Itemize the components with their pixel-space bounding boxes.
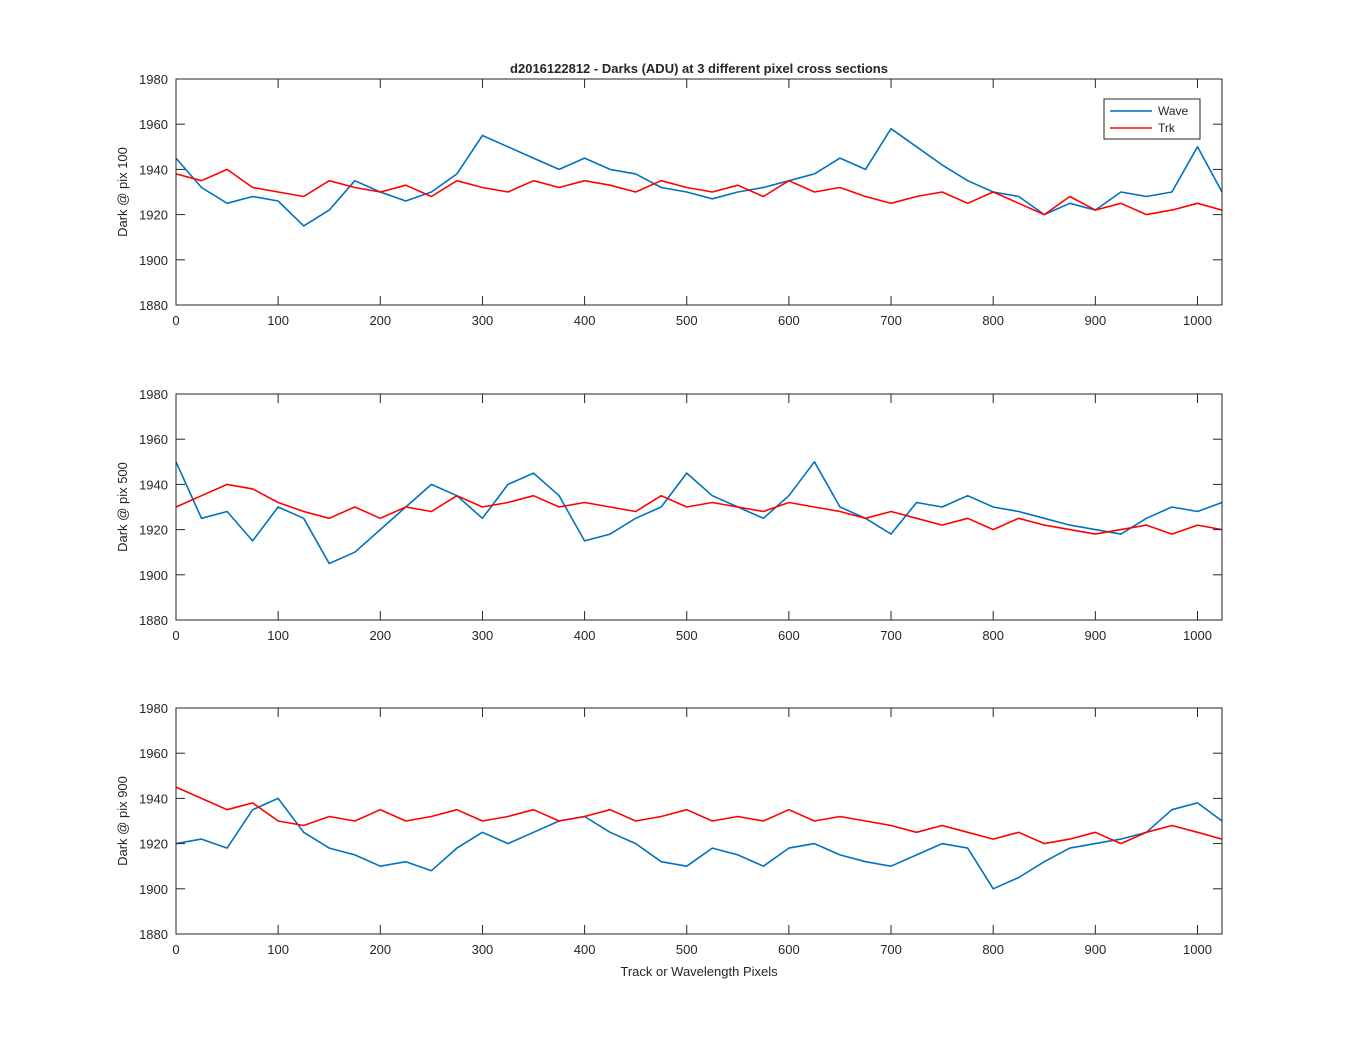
y-tick-label: 1900: [139, 253, 168, 268]
x-tick-label: 700: [880, 628, 902, 643]
x-tick-label: 900: [1084, 313, 1106, 328]
legend: Wave Trk: [1103, 98, 1201, 140]
legend-label-wave: Wave: [1158, 104, 1189, 118]
plot-area: [176, 79, 1222, 305]
y-tick-label: 1900: [139, 568, 168, 583]
y-tick-label: 1980: [139, 701, 168, 716]
x-tick-label: 500: [676, 313, 698, 328]
legend-label-trk: Trk: [1158, 121, 1176, 135]
x-tick-label: 900: [1084, 942, 1106, 957]
x-tick-label: 600: [778, 628, 800, 643]
x-tick-label: 300: [472, 942, 494, 957]
x-tick-label: 100: [267, 313, 289, 328]
x-axis-label: Track or Wavelength Pixels: [620, 964, 778, 979]
x-tick-label: 700: [880, 313, 902, 328]
x-tick-label: 0: [172, 313, 179, 328]
x-tick-label: 1000: [1183, 628, 1212, 643]
y-axis-label: Dark @ pix 100: [115, 147, 130, 237]
x-tick-label: 500: [676, 942, 698, 957]
y-tick-label: 1940: [139, 791, 168, 806]
series-line-trk: [175, 786, 1223, 845]
y-tick-label: 1960: [139, 117, 168, 132]
y-tick-label: 1920: [139, 837, 168, 852]
x-tick-label: 100: [267, 942, 289, 957]
legend-box: [1103, 98, 1201, 140]
x-tick-label: 200: [369, 628, 391, 643]
y-tick-label: 1880: [139, 927, 168, 942]
y-tick-label: 1980: [139, 387, 168, 402]
x-tick-label: 200: [369, 942, 391, 957]
axes-frame: [175, 393, 1223, 621]
y-tick-label: 1880: [139, 613, 168, 628]
series-line-wave: [175, 461, 1223, 565]
y-tick-label: 1880: [139, 298, 168, 313]
x-tick-label: 200: [369, 313, 391, 328]
x-tick-label: 600: [778, 313, 800, 328]
y-tick-label: 1960: [139, 432, 168, 447]
x-tick-label: 500: [676, 628, 698, 643]
y-tick-label: 1980: [139, 72, 168, 87]
y-tick-label: 1920: [139, 523, 168, 538]
x-tick-label: 900: [1084, 628, 1106, 643]
panel-2: 0 100 200 300 400 500 600 700 800 900 1000 1880 1900…: [115, 387, 1223, 643]
x-tick-label: 400: [574, 942, 596, 957]
plot-area: [176, 394, 1222, 620]
x-tick-label: 800: [982, 313, 1004, 328]
panel-1: 0 100 200 300 400 500 600 700 800 900 1000 1880 1900…: [115, 72, 1223, 328]
x-tick-label: 0: [172, 942, 179, 957]
panel-3: 0 100 200 300 400 500 600 700 800 900 1000 1880 1900…: [115, 701, 1223, 957]
x-tick-label: 100: [267, 628, 289, 643]
x-tick-label: 0: [172, 628, 179, 643]
plot-area: [176, 708, 1222, 934]
y-tick-label: 1940: [139, 477, 168, 492]
x-tick-label: 1000: [1183, 942, 1212, 957]
y-tick-label: 1900: [139, 882, 168, 897]
x-tick-label: 700: [880, 942, 902, 957]
x-tick-label: 400: [574, 313, 596, 328]
axes-frame: [175, 707, 1223, 935]
x-tick-label: 300: [472, 313, 494, 328]
x-tick-label: 400: [574, 628, 596, 643]
panels: 0 100 200 300 400 500 600 700 800 900 100018801900…: [115, 72, 1223, 957]
x-tick-label: 800: [982, 942, 1004, 957]
x-tick-label: 600: [778, 942, 800, 957]
x-tick-label: 300: [472, 628, 494, 643]
figure-title: d2016122812 - Darks (ADU) at 3 different…: [510, 61, 888, 76]
y-tick-label: 1940: [139, 162, 168, 177]
y-tick-label: 1920: [139, 208, 168, 223]
y-axis-label: Dark @ pix 500: [115, 462, 130, 552]
y-tick-label: 1960: [139, 746, 168, 761]
y-axis-label: Dark @ pix 900: [115, 776, 130, 866]
series-line-trk: [175, 483, 1223, 535]
axes-frame: [175, 78, 1223, 306]
x-tick-label: 1000: [1183, 313, 1212, 328]
series-line-trk: [175, 168, 1223, 216]
series-line-wave: [175, 797, 1223, 890]
x-tick-label: 800: [982, 628, 1004, 643]
